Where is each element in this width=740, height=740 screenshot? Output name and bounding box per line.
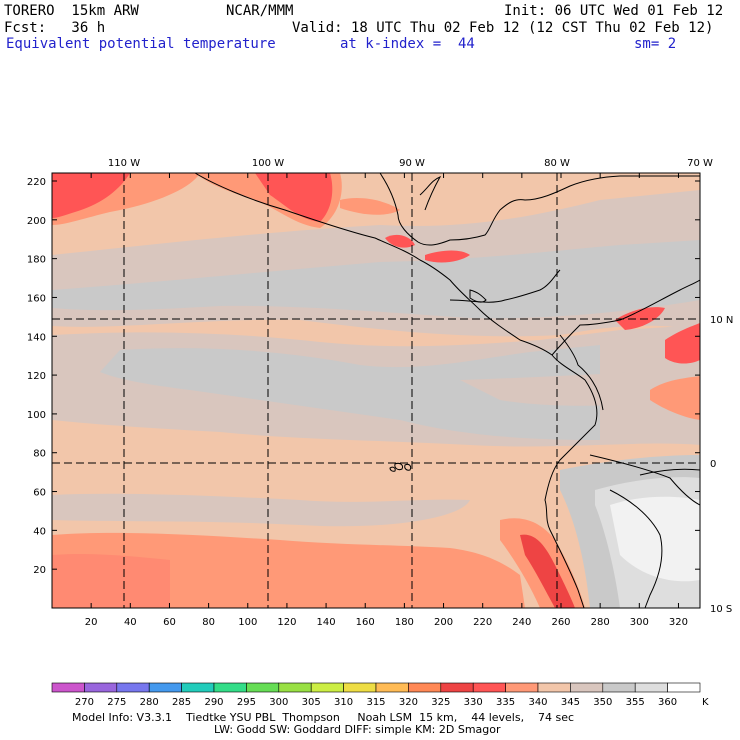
colorbar-swatch [213, 682, 247, 693]
colorbar-label: 355 [626, 697, 645, 708]
level-label: at k-index = 44 [340, 36, 475, 52]
lon-label: 110 W [108, 158, 140, 169]
colorbar-label: 315 [366, 697, 385, 708]
y-tick-label: 140 [27, 332, 46, 343]
colorbar-label: 280 [140, 697, 159, 708]
x-tick-label: 140 [317, 617, 336, 628]
colorbar-label: 300 [269, 697, 288, 708]
colorbar-swatch [375, 682, 409, 693]
x-tick-label: 100 [238, 617, 257, 628]
model-info-line1: Model Info: V3.3.1 Tiedtke YSU PBL Thomp… [72, 711, 575, 724]
x-tick-label: 240 [512, 617, 531, 628]
lat-label: 10 S [710, 604, 732, 615]
x-tick-label: 180 [395, 617, 414, 628]
map-frame [51, 172, 701, 609]
x-tick-label: 280 [591, 617, 610, 628]
x-tick-label: 200 [434, 617, 453, 628]
colorbar-label: 340 [528, 697, 547, 708]
colorbar-label: 295 [237, 697, 256, 708]
valid-time: Valid: 18 UTC Thu 02 Feb 12 (12 CST Thu … [292, 20, 714, 36]
colorbar-label: 305 [302, 697, 321, 708]
y-tick-label: 40 [33, 526, 46, 537]
colorbar-swatch [116, 682, 150, 693]
y-tick-label: 120 [27, 371, 46, 382]
x-tick-label: 20 [85, 617, 98, 628]
y-tick-label: 220 [27, 177, 46, 188]
y-tick-label: 60 [33, 488, 46, 499]
model-info-line2: LW: Godd SW: Goddard DIFF: simple KM: 2D… [214, 723, 501, 736]
colorbar-swatch [634, 682, 668, 693]
colorbar-unit: K [702, 697, 709, 708]
temperature-field [52, 173, 700, 608]
colorbar-swatch [602, 682, 636, 693]
colorbar-label: 285 [172, 697, 191, 708]
x-tick-label: 40 [124, 617, 137, 628]
y-tick-label: 80 [33, 449, 46, 460]
field-name: Equivalent potential temperature [6, 36, 276, 52]
colorbar-swatch [148, 682, 182, 693]
y-tick-label: 100 [27, 410, 46, 421]
colorbar-swatch [278, 682, 312, 693]
y-tick-label: 200 [27, 216, 46, 227]
x-tick-label: 220 [473, 617, 492, 628]
org-label: NCAR/MMM [226, 3, 294, 19]
colorbar-label: 275 [107, 697, 126, 708]
y-tick-label: 20 [33, 565, 46, 576]
colorbar-swatch [440, 682, 474, 693]
colorbar-swatch [667, 682, 701, 693]
y-tick-label: 180 [27, 255, 46, 266]
lon-label: 100 W [252, 158, 284, 169]
lon-label: 90 W [399, 158, 425, 169]
x-tick-label: 120 [277, 617, 296, 628]
model-title: TORERO 15km ARW [4, 3, 139, 19]
x-tick-label: 60 [163, 617, 176, 628]
colorbar-label: 320 [399, 697, 418, 708]
colorbar-swatch [472, 682, 506, 693]
smoothing-label: sm= 2 [634, 36, 677, 52]
colorbar-swatch [181, 682, 215, 693]
lat-label: 0 [710, 459, 716, 470]
x-tick-label: 300 [630, 617, 649, 628]
init-time: Init: 06 UTC Wed 01 Feb 12 [504, 3, 724, 19]
colorbar-label: 290 [204, 697, 223, 708]
colorbar-label: 325 [431, 697, 450, 708]
forecast-hour: Fcst: 36 h [4, 20, 106, 36]
coastlines [194, 173, 700, 608]
lon-label: 70 W [687, 158, 713, 169]
x-tick-label: 160 [356, 617, 375, 628]
colorbar-swatch [570, 682, 604, 693]
graticule [52, 173, 700, 608]
colorbar-swatch [310, 682, 344, 693]
colorbar-label: 360 [658, 697, 677, 708]
y-tick-label: 160 [27, 293, 46, 304]
colorbar-swatch [51, 682, 85, 693]
colorbar-swatch [246, 682, 280, 693]
x-tick-label: 80 [202, 617, 215, 628]
colorbar-swatch [505, 682, 539, 693]
x-tick-label: 260 [551, 617, 570, 628]
colorbar-label: 345 [561, 697, 580, 708]
colorbar-label: 350 [593, 697, 612, 708]
lat-label: 10 N [710, 315, 733, 326]
colorbar-swatch [408, 682, 442, 693]
colorbar-swatch [537, 682, 571, 693]
lon-label: 80 W [544, 158, 570, 169]
colorbar-label: 310 [334, 697, 353, 708]
x-tick-label: 320 [669, 617, 688, 628]
colorbar-label: 335 [496, 697, 515, 708]
colorbar-swatch [343, 682, 377, 693]
colorbar-label: 330 [464, 697, 483, 708]
colorbar-label: 270 [75, 697, 94, 708]
colorbar-swatch [84, 682, 118, 693]
